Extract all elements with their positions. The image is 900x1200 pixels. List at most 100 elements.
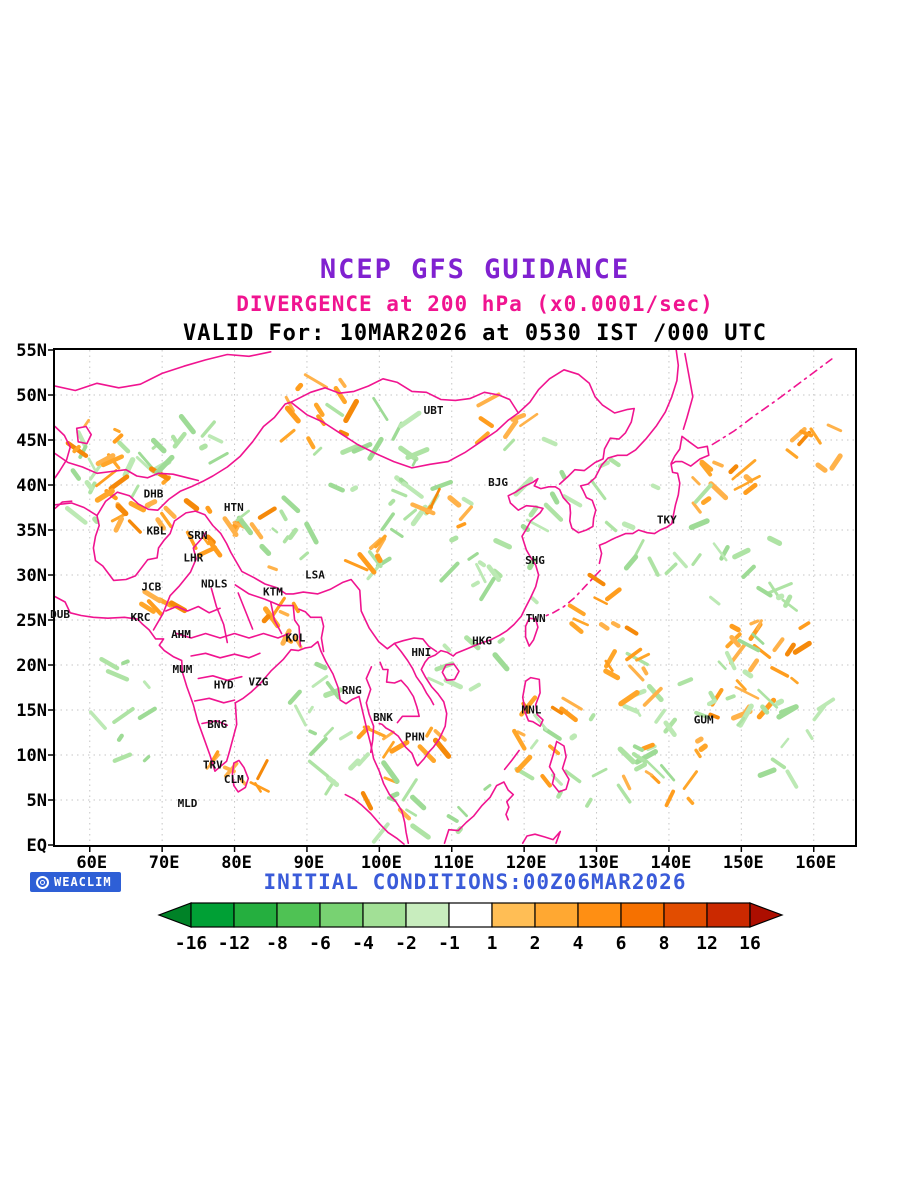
- station-label: LSA: [305, 569, 325, 582]
- shading-streak: [256, 759, 269, 781]
- shading-streak: [503, 419, 519, 440]
- shading-streak: [464, 635, 481, 651]
- shading-streak: [150, 437, 167, 454]
- shading-streak: [468, 682, 481, 692]
- shading-streak: [207, 539, 223, 558]
- shading-streak: [382, 730, 395, 741]
- coastline-path: [210, 587, 229, 644]
- coastline-path: [393, 642, 435, 706]
- shading-streak: [155, 517, 166, 531]
- product-title: NCEP GFS GUIDANCE: [319, 254, 631, 285]
- shading-streak: [645, 759, 665, 779]
- shading-streak: [757, 767, 777, 778]
- coastline-path: [379, 661, 420, 724]
- shading-streak: [84, 479, 94, 491]
- shading-streak: [525, 518, 550, 533]
- shading-streak: [559, 469, 567, 480]
- shading-streak: [593, 596, 609, 606]
- station-label: BNG: [207, 718, 227, 731]
- shading-streak: [770, 666, 790, 678]
- colorbar-tick-label: 8: [658, 933, 669, 954]
- station-label: KBL: [146, 525, 166, 538]
- coastline-path: [598, 435, 710, 565]
- shading-streak: [486, 564, 502, 583]
- shading-streak: [785, 769, 799, 789]
- y-tick-label: 55N: [16, 341, 47, 361]
- y-tick-label: 10N: [16, 746, 47, 766]
- valid-time-title: VALID For: 10MAR2026 at 0530 IST /000 UT…: [182, 321, 768, 346]
- weaclim-logo-icon: [36, 875, 49, 889]
- shading-streak: [725, 694, 736, 701]
- shading-streak: [137, 706, 157, 721]
- shading-streak: [510, 412, 527, 422]
- shading-streak: [430, 479, 454, 491]
- coastline-path: [521, 676, 544, 727]
- shading-streak: [477, 560, 487, 568]
- station-label: SRN: [188, 529, 208, 542]
- shading-streak: [686, 796, 695, 805]
- colorbar-tick-label: -4: [352, 933, 374, 954]
- shading-streak: [287, 527, 299, 541]
- station-label: JCB: [141, 580, 161, 593]
- shading-streak: [621, 774, 632, 791]
- shading-streak: [587, 572, 606, 587]
- shading-streak: [142, 755, 151, 763]
- shading-streak: [642, 686, 663, 707]
- shading-streak: [631, 751, 648, 764]
- shading-streak: [618, 690, 640, 707]
- shading-streak: [503, 438, 516, 452]
- shading-streak: [172, 431, 187, 449]
- shading-streak: [328, 482, 345, 493]
- shading-streak: [530, 596, 539, 605]
- shading-streak: [724, 650, 737, 671]
- x-tick-label: 160E: [795, 853, 837, 873]
- shading-streak: [375, 537, 387, 553]
- station-label: VZG: [248, 676, 268, 689]
- shading-streak: [222, 516, 239, 538]
- shading-streak: [520, 524, 531, 533]
- shading-streak: [699, 461, 713, 477]
- shading-streak: [239, 778, 247, 786]
- shading-streak: [343, 398, 359, 424]
- shading-streak: [458, 505, 474, 522]
- shading-streak: [533, 713, 548, 731]
- shading-streak: [294, 704, 307, 727]
- shading-streak: [295, 382, 304, 392]
- shading-streak: [826, 423, 843, 433]
- map-canvas: UBT BJG TKY DHB HTN KBL SRN LHR JCB NDLS KTM LSA SHG…: [48, 349, 855, 852]
- shading-streak: [311, 674, 329, 688]
- shading-streak: [478, 416, 494, 429]
- shading-streak: [380, 512, 395, 532]
- shading-streak: [608, 457, 621, 468]
- coastline-path: [190, 652, 261, 659]
- coastline-path: [55, 425, 71, 479]
- station-label: KRC: [130, 611, 150, 624]
- shading-streak: [708, 712, 720, 720]
- shading-streak: [457, 805, 468, 818]
- shading-streak: [271, 596, 286, 618]
- colorbar-segment: [619, 902, 665, 928]
- shading-streak: [112, 707, 135, 724]
- shading-streak: [427, 676, 444, 686]
- shading-streak: [304, 521, 319, 545]
- station-label: MNL: [521, 704, 541, 717]
- shading-streak: [706, 698, 717, 707]
- coastline-path: [197, 675, 243, 682]
- shading-streak: [752, 643, 772, 659]
- shading-streak: [442, 643, 452, 653]
- shading-streak: [735, 679, 747, 691]
- y-tick-label: 20N: [16, 656, 47, 676]
- colorbar-segment: [361, 902, 407, 928]
- shading-streak: [373, 534, 387, 549]
- shading-streak: [625, 647, 643, 662]
- shading-streak: [654, 708, 667, 724]
- shading-streak: [299, 551, 310, 561]
- shading-streak: [736, 716, 746, 727]
- shading-streak: [598, 622, 610, 631]
- station-label: HKG: [472, 634, 492, 647]
- coastline-path: [524, 617, 539, 647]
- shading-streak: [767, 535, 783, 546]
- y-tick-label: 30N: [16, 566, 47, 586]
- shading-streak: [261, 614, 271, 624]
- shading-streak: [729, 623, 741, 633]
